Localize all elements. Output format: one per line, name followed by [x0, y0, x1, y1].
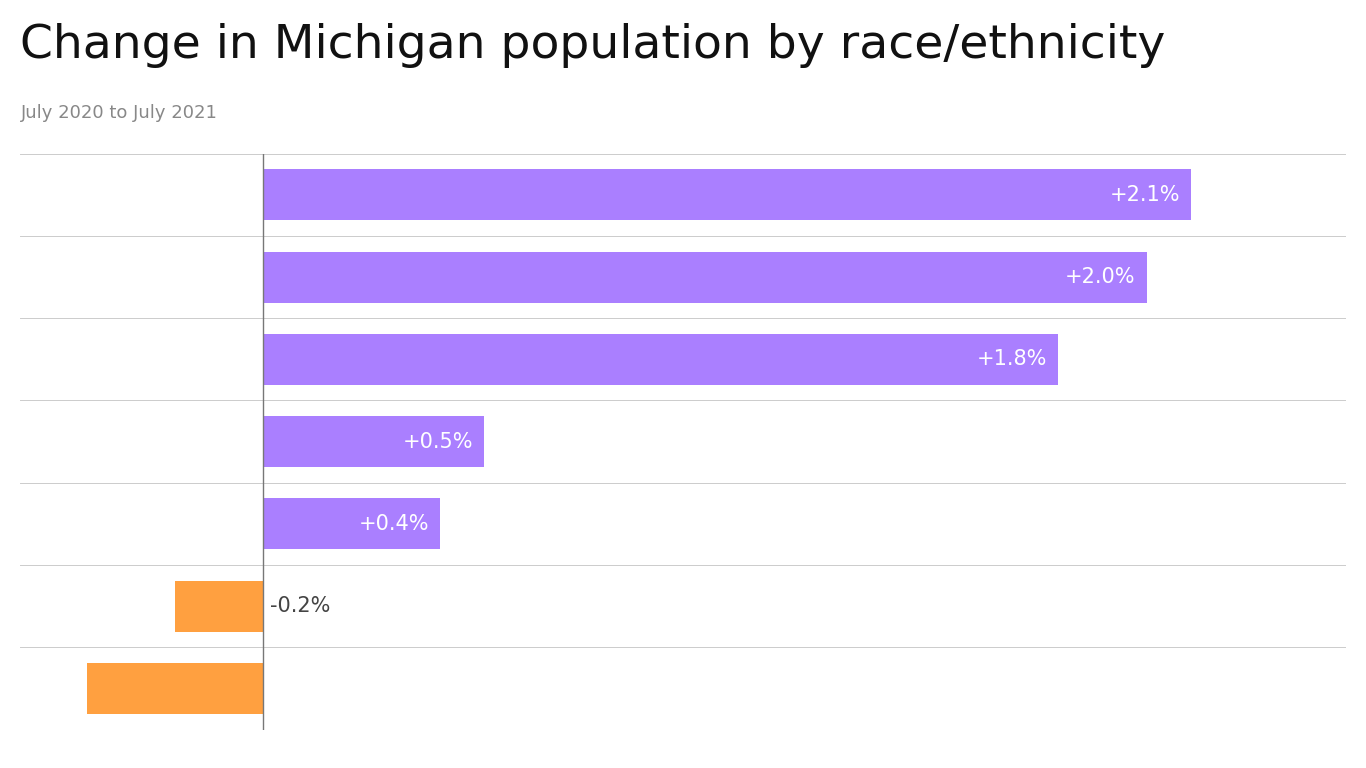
Text: +1.8%: +1.8% [977, 349, 1048, 369]
Text: +2.0%: +2.0% [1065, 267, 1135, 287]
Text: +0.5%: +0.5% [403, 432, 473, 452]
Bar [87, 663, 264, 714]
Bar [264, 334, 1059, 385]
Bar [264, 498, 440, 549]
Text: -0.2%: -0.2% [270, 596, 331, 616]
Bar [264, 416, 485, 467]
Text: Change in Michigan population by race/ethnicity: Change in Michigan population by race/et… [20, 23, 1165, 68]
Bar [264, 169, 1191, 220]
Bar [264, 251, 1147, 303]
Text: +2.1%: +2.1% [1109, 185, 1180, 205]
Text: +0.4%: +0.4% [358, 514, 429, 534]
Text: -0.4%: -0.4% [270, 678, 331, 698]
Text: July 2020 to July 2021: July 2020 to July 2021 [20, 104, 217, 121]
Bar [175, 581, 264, 631]
